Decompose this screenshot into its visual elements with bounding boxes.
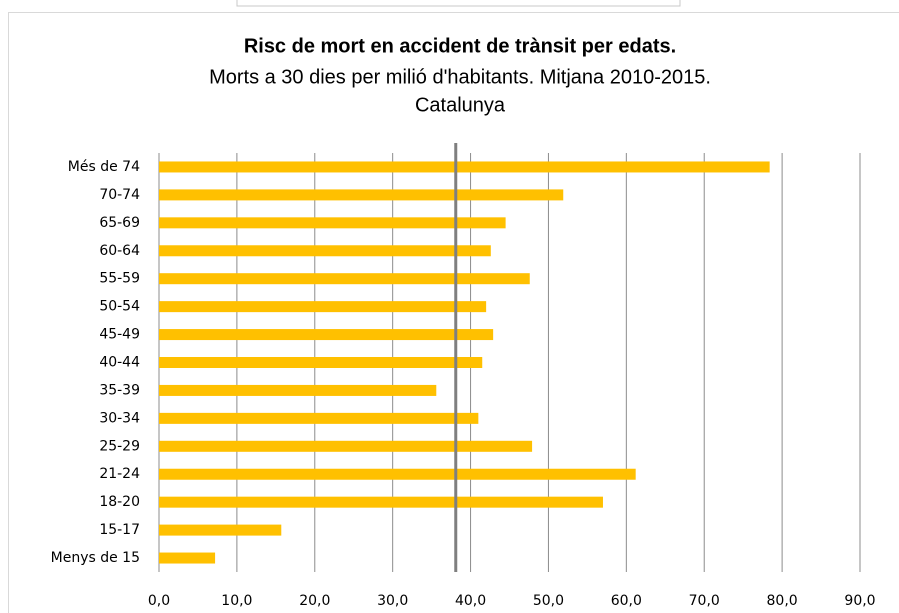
x-tick-label: 40,0: [455, 593, 486, 609]
bar: [159, 552, 216, 564]
bar: [159, 329, 494, 341]
x-tick-label: 0,0: [148, 593, 170, 609]
bar: [159, 357, 483, 368]
x-tick-label: 80,0: [767, 593, 798, 609]
x-tick-label: 10,0: [221, 593, 252, 609]
chart-title: Risc de mort en accident de trànsit per …: [244, 35, 676, 57]
bar: [159, 189, 564, 201]
y-tick-label: 55-59: [99, 271, 140, 287]
bar: [159, 412, 479, 424]
bar: [159, 496, 603, 508]
y-tick-label: 35-39: [99, 382, 140, 398]
input-box: [236, 0, 681, 7]
bar: [159, 468, 636, 480]
y-tick-label: 15-17: [99, 522, 140, 538]
y-tick-label: 40-44: [99, 355, 140, 371]
y-tick-label: 25-29: [99, 438, 140, 454]
bar: [159, 440, 533, 452]
bar: [159, 301, 487, 313]
y-tick-label: Més de 74: [68, 159, 140, 175]
bar: [159, 161, 770, 173]
y-tick-label: 60-64: [99, 243, 140, 259]
x-tick-label: 70,0: [689, 593, 720, 609]
y-tick-label: 50-54: [99, 299, 140, 315]
chart-frame: [8, 12, 899, 613]
bar: [159, 524, 282, 536]
y-tick-label: Menys de 15: [51, 550, 140, 566]
x-tick-label: 50,0: [533, 593, 564, 609]
bar: [159, 217, 506, 229]
x-tick-label: 20,0: [299, 593, 330, 609]
bar: [159, 245, 491, 257]
x-tick-label: 30,0: [377, 593, 408, 609]
y-tick-label: 70-74: [99, 187, 140, 203]
y-tick-label: 21-24: [99, 466, 140, 482]
y-tick-label: 45-49: [99, 327, 140, 343]
x-tick-label: 90,0: [844, 593, 875, 609]
y-tick-label: 65-69: [99, 215, 140, 231]
x-tick-label: 60,0: [611, 593, 642, 609]
y-tick-label: 30-34: [99, 410, 140, 426]
y-tick-label: 18-20: [99, 494, 140, 510]
bar: [159, 273, 530, 285]
chart-subtitle: Catalunya: [415, 94, 506, 116]
bar: [159, 384, 437, 396]
chart-subtitle: Morts a 30 dies per milió d'habitants. M…: [209, 66, 711, 88]
